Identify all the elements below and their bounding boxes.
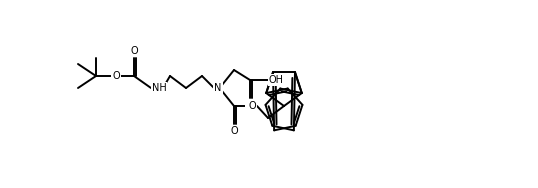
Text: OH: OH [268, 75, 284, 85]
Text: NH: NH [152, 83, 166, 93]
Text: O: O [112, 71, 120, 81]
Text: O: O [130, 46, 138, 56]
Text: O: O [246, 100, 254, 110]
Text: O: O [230, 126, 238, 136]
Text: O: O [248, 101, 256, 111]
Text: N: N [214, 83, 222, 93]
